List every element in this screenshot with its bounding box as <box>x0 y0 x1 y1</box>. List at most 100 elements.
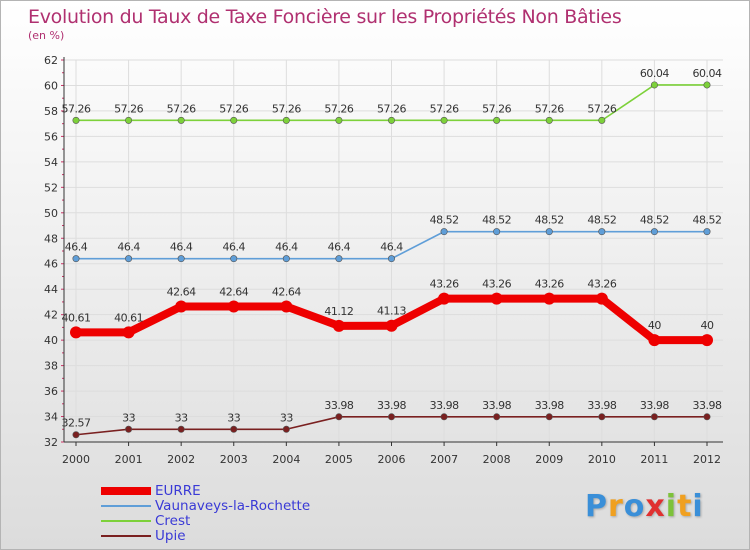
data-point-eurre <box>490 292 503 305</box>
data-label-upie: 33.98 <box>640 399 669 412</box>
data-point-eurre <box>701 334 713 347</box>
data-point-eurre <box>332 319 345 332</box>
data-point-crest <box>177 116 185 124</box>
data-point-crest <box>125 116 133 124</box>
data-point-eurre <box>175 300 188 313</box>
data-point-vaunaveys-la-rochette <box>125 255 133 263</box>
data-label-crest: 57.26 <box>587 102 616 115</box>
data-point-upie <box>282 425 290 433</box>
data-label-crest: 57.26 <box>114 102 143 115</box>
data-label-upie: 33.98 <box>430 399 459 412</box>
data-label-eurre: 40 <box>701 319 714 332</box>
data-label-eurre: 43.26 <box>430 278 459 291</box>
data-label-vaunaveys-la-rochette: 46.4 <box>380 241 403 254</box>
data-label-upie: 33.98 <box>482 399 511 412</box>
data-label-eurre: 41.13 <box>377 305 406 318</box>
data-point-vaunaveys-la-rochette <box>177 255 185 263</box>
data-label-crest: 60.04 <box>640 67 669 80</box>
data-label-eurre: 43.26 <box>535 278 564 291</box>
y-tick-label: 58 <box>44 105 58 118</box>
legend-label-vaunaveys: Vaunaveys-la-Rochette <box>155 498 311 514</box>
data-label-crest: 57.26 <box>324 102 353 115</box>
y-tick-label: 56 <box>44 130 58 143</box>
data-label-upie: 32.57 <box>62 417 91 430</box>
data-point-crest <box>493 116 501 124</box>
data-label-eurre: 43.26 <box>587 278 616 291</box>
data-label-crest: 57.26 <box>219 102 248 115</box>
data-point-upie <box>230 425 238 433</box>
y-tick-label: 36 <box>44 385 58 398</box>
x-tick-label: 2008 <box>483 453 511 466</box>
x-tick-label: 2010 <box>588 453 616 466</box>
data-label-vaunaveys-la-rochette: 46.4 <box>65 241 88 254</box>
data-point-eurre <box>70 326 82 339</box>
logo-letter: i <box>665 489 678 524</box>
legend-label-upie: Upie <box>155 528 186 544</box>
data-point-vaunaveys-la-rochette <box>335 255 343 263</box>
data-label-vaunaveys-la-rochette: 46.4 <box>170 241 193 254</box>
legend-swatch-eurre <box>101 487 151 495</box>
data-point-crest <box>230 116 238 124</box>
y-tick-label: 40 <box>44 334 58 347</box>
x-tick-label: 2012 <box>693 453 721 466</box>
data-point-vaunaveys-la-rochette <box>230 255 238 263</box>
logo-letter: x <box>645 489 666 524</box>
data-point-crest <box>335 116 343 124</box>
data-label-vaunaveys-la-rochette: 46.4 <box>275 241 298 254</box>
data-point-crest <box>545 116 553 124</box>
data-point-upie <box>703 413 711 421</box>
data-point-eurre <box>648 334 661 347</box>
data-label-vaunaveys-la-rochette: 48.52 <box>430 214 459 227</box>
data-label-vaunaveys-la-rochette: 48.52 <box>587 214 616 227</box>
x-tick-label: 2007 <box>430 453 458 466</box>
y-tick-label: 42 <box>44 309 58 322</box>
data-point-crest <box>440 116 448 124</box>
data-point-vaunaveys-la-rochette <box>72 255 80 263</box>
x-tick-label: 2009 <box>535 453 563 466</box>
data-point-upie <box>125 425 133 433</box>
data-point-vaunaveys-la-rochette <box>703 228 711 236</box>
data-point-upie <box>440 413 448 421</box>
data-label-upie: 33.98 <box>324 399 353 412</box>
data-label-vaunaveys-la-rochette: 48.52 <box>640 214 669 227</box>
data-label-eurre: 40 <box>648 319 661 332</box>
data-label-vaunaveys-la-rochette: 46.4 <box>328 241 351 254</box>
y-tick-label: 62 <box>44 54 58 67</box>
x-tick-label: 2011 <box>640 453 668 466</box>
legend-label-eurre: EURRE <box>155 483 201 499</box>
y-tick-label: 44 <box>44 283 58 296</box>
data-point-eurre <box>543 292 556 305</box>
data-point-upie <box>387 413 395 421</box>
data-point-upie <box>177 425 185 433</box>
data-label-eurre: 42.64 <box>167 286 196 299</box>
data-label-crest: 60.04 <box>693 67 722 80</box>
data-point-eurre <box>227 300 240 313</box>
data-label-eurre: 40.61 <box>62 311 91 324</box>
data-label-upie: 33.98 <box>377 399 406 412</box>
x-tick-label: 2002 <box>167 453 195 466</box>
logo-letter: t <box>677 489 693 524</box>
data-point-crest <box>387 116 395 124</box>
y-tick-label: 32 <box>44 436 58 449</box>
data-point-eurre <box>280 300 293 313</box>
data-label-vaunaveys-la-rochette: 48.52 <box>693 214 722 227</box>
logo-letter: P <box>585 489 608 524</box>
y-tick-label: 48 <box>44 232 58 245</box>
data-label-crest: 57.26 <box>62 102 91 115</box>
data-label-eurre: 42.64 <box>272 286 301 299</box>
data-label-upie: 33.98 <box>693 399 722 412</box>
y-tick-label: 50 <box>44 207 58 220</box>
legend-swatch-crest <box>101 520 151 522</box>
data-label-crest: 57.26 <box>430 102 459 115</box>
logo-letter: i <box>692 489 704 524</box>
data-point-upie <box>72 431 80 439</box>
chart-subtitle: (en %) <box>28 29 65 42</box>
data-label-upie: 33 <box>227 411 240 424</box>
data-label-upie: 33 <box>122 411 135 424</box>
data-label-eurre: 41.12 <box>324 305 353 318</box>
data-label-crest: 57.26 <box>167 102 196 115</box>
data-label-eurre: 42.64 <box>219 286 248 299</box>
chart-title: Evolution du Taux de Taxe Foncière sur l… <box>28 6 622 28</box>
